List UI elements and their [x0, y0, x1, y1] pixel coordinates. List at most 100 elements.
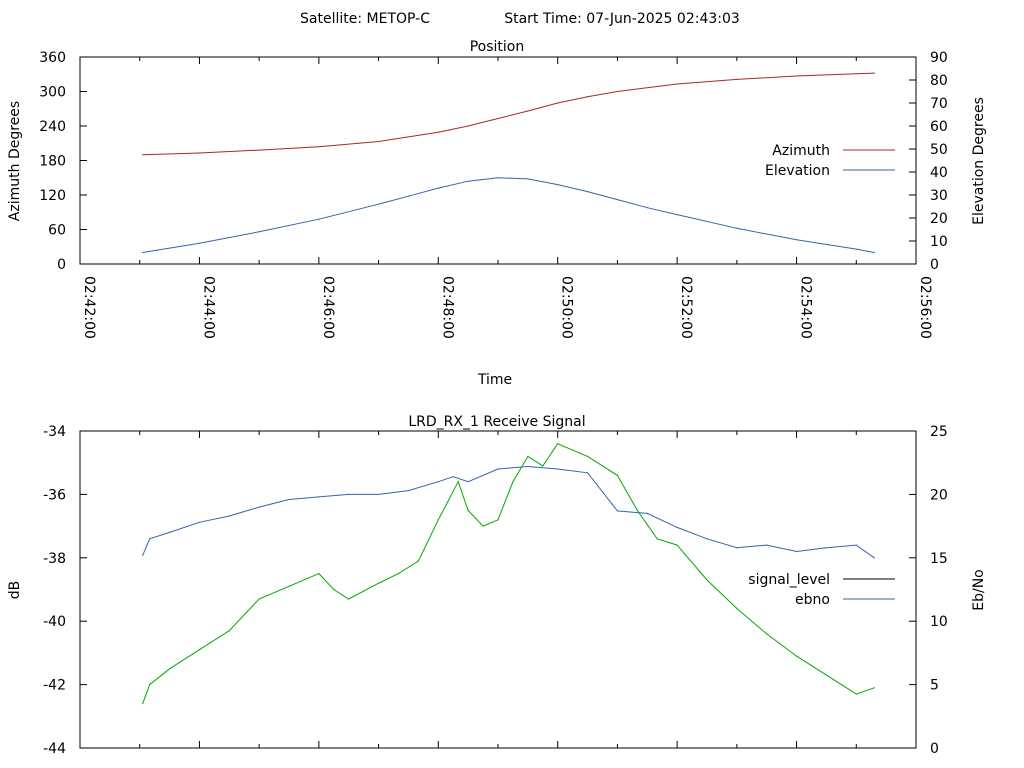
chart0-series-Elevation-point	[646, 207, 648, 209]
chart1-series-ebno-point	[855, 544, 857, 546]
chart1-y2-tick-label: 5	[930, 678, 939, 694]
chart1-series-ebno-point	[676, 526, 678, 529]
chart1-series-ebno-point	[318, 496, 320, 498]
chart1-legend-label: signal_level	[748, 572, 830, 588]
chart0-legend-label: Elevation	[765, 163, 830, 179]
chart1-series-signal-level-point	[417, 560, 419, 562]
chart1-y-tick-label: -42	[43, 678, 66, 694]
chart0-series-Elevation-point	[736, 227, 738, 229]
chart0-y-tick-label: 300	[39, 85, 66, 101]
chart0-series-Azimuth-line	[142, 72, 875, 156]
chart0-series-Azimuth-point	[527, 110, 529, 112]
chart1-y2-tick-label: 15	[930, 551, 948, 567]
chart0-x-tick-label: 02:52:00	[678, 276, 694, 339]
chart0-series-Elevation-point	[527, 178, 529, 180]
chart0-series-Elevation-point	[142, 251, 144, 254]
chart1-series-ebno-point	[467, 481, 469, 483]
chart1-series-signal-level-point	[333, 588, 335, 591]
position-chart-title: Position	[470, 39, 525, 55]
chart0-y-tick-label: 240	[39, 119, 66, 135]
chart1-series-ebno-point	[149, 538, 151, 540]
chart1-series-ebno-point	[198, 521, 200, 523]
chart1-series-signal-level-point	[228, 630, 230, 632]
chart0-series-Elevation-point	[557, 184, 559, 186]
chart1-series-ebno-point	[228, 515, 230, 517]
chart1-series-signal-level-point	[766, 633, 768, 635]
chart1-plot-frame	[79, 430, 917, 749]
chart0-series-Elevation-point	[587, 191, 589, 193]
chart0-series-Azimuth-point	[142, 154, 144, 156]
chart1-series-ebno-point	[348, 493, 350, 495]
chart0-series-Elevation-point	[497, 177, 499, 179]
chart0-series-Azimuth-point	[873, 72, 875, 74]
chart0-series-Azimuth-point	[497, 117, 499, 120]
chart0-x-tick-label: 02:56:00	[917, 276, 933, 339]
chart1-series-ebno-point	[527, 465, 529, 468]
chart0-series-Elevation-point	[318, 218, 320, 220]
chart1-y2-tick-label: 10	[930, 614, 948, 630]
chart1-series-signal-level-point	[437, 519, 439, 521]
chart1-series-signal-level-point	[288, 585, 290, 587]
chart1-series-ebno-point	[587, 472, 589, 474]
chart0-x-tick-label: 02:46:00	[320, 276, 336, 339]
chart0-series-Elevation-point	[873, 251, 875, 254]
position-chart: Position Time Azimuth Degrees Elevation …	[7, 39, 987, 388]
chart0-x-tick-label: 02:50:00	[559, 276, 575, 339]
chart0-series-Azimuth-point	[437, 131, 439, 133]
chart1-series-ebno-point	[706, 538, 708, 540]
chart0-y2-tick-label: 40	[930, 165, 948, 181]
chart1-y-tick-label: -34	[43, 424, 66, 440]
chart0-y-tick-label: 0	[57, 257, 66, 273]
chart0-series-Elevation-point	[855, 248, 857, 250]
chart0-y2-tick-label: 0	[930, 257, 939, 273]
chart0-series-Azimuth-point	[258, 149, 260, 151]
chart0-y2-tick-label: 80	[930, 73, 948, 89]
chart1-y-tick-label: -36	[43, 487, 66, 503]
chart1-series-signal-level-point	[557, 443, 559, 445]
chart1-series-signal-level-point	[198, 649, 200, 651]
chart1-y2-tick-label: 0	[930, 741, 939, 757]
chart0-series-Elevation-point	[796, 239, 798, 241]
chart0-series-Azimuth-point	[318, 146, 320, 148]
chart0-series-Azimuth-point	[736, 78, 738, 80]
chart1-series-ebno-point	[497, 468, 499, 470]
chart0-y-tick-label: 180	[39, 154, 66, 170]
chart1-series-signal-level-point	[676, 544, 678, 546]
chart1-y-tick-label: -38	[43, 551, 66, 567]
chart1-series-ebno-point	[766, 544, 768, 546]
chart0-x-tick-label: 02:44:00	[200, 276, 216, 339]
start-time-header: Start Time: 07-Jun-2025 02:43:03	[504, 11, 740, 27]
chart0-series-Elevation-line	[142, 177, 875, 253]
chart0-legend-label: Azimuth	[772, 143, 830, 159]
chart1-series-ebno-point	[169, 531, 171, 534]
chart0-series-Elevation-point	[407, 195, 409, 197]
chart0-series-Azimuth-point	[378, 140, 380, 143]
signal-chart-title: LRD_RX_1 Receive Signal	[408, 414, 585, 430]
chart1-series-signal-level-point	[587, 455, 589, 457]
chart0-y2-tick-label: 70	[930, 96, 948, 112]
chart0-y-tick-label: 360	[39, 50, 66, 66]
chart1-series-ebno-line	[142, 465, 875, 559]
chart0-series-Azimuth-point	[557, 102, 559, 104]
chart0-series-Azimuth-point	[616, 90, 619, 93]
chart1-series-ebno-point	[452, 476, 454, 478]
chart1-series-signal-level-point	[497, 519, 499, 521]
chart0-y2-tick-label: 10	[930, 234, 948, 250]
chart1-series-signal-level-point	[527, 455, 529, 457]
chart1-series-signal-level-point	[318, 573, 320, 575]
chart1-series-signal-level-line	[142, 443, 875, 704]
chart0-series-Elevation-point	[198, 242, 200, 244]
chart0-x-tick-label: 02:42:00	[81, 276, 97, 339]
chart0-series-Azimuth-point	[796, 75, 798, 77]
chart1-series-signal-level-point	[482, 525, 484, 527]
elevation-axis-label: Elevation Degrees	[971, 97, 987, 225]
chart1-series-signal-level-point	[149, 684, 151, 686]
chart1-series-signal-level-point	[142, 703, 144, 705]
chart0-plot-frame	[79, 56, 917, 265]
db-axis-label: dB	[7, 581, 23, 600]
chart1-series-ebno-point	[557, 468, 559, 470]
chart1-series-ebno-point	[142, 554, 144, 556]
chart0-y2-tick-label: 50	[930, 142, 948, 158]
chart0-series-Azimuth-point	[676, 83, 678, 85]
